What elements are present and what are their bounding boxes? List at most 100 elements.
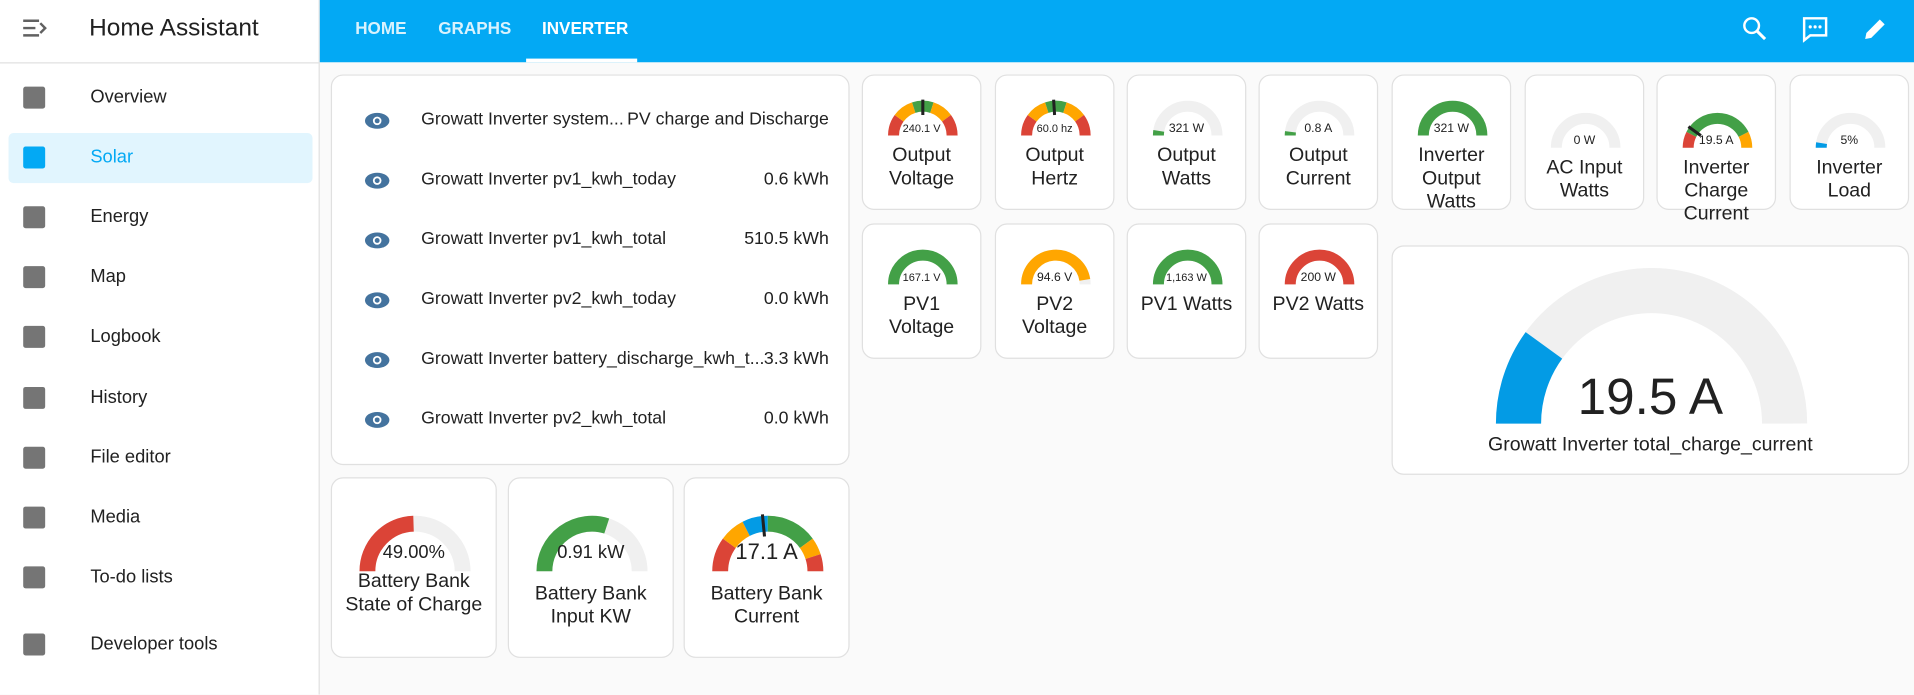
entity-name[interactable]: Growatt Inverter battery_discharge_kwh_t… xyxy=(421,349,765,369)
entity-name[interactable]: Growatt Inverter system... xyxy=(421,109,624,130)
eye-icon xyxy=(364,111,391,137)
gauge-arc xyxy=(1495,267,1808,425)
gauge-card: 5% Inverter Load xyxy=(1789,74,1910,210)
nav-item[interactable]: Map xyxy=(90,266,126,287)
gauge-value: 1,163 W xyxy=(1166,270,1207,284)
gauge-name[interactable]: Output Voltage xyxy=(889,145,955,190)
nav-icon xyxy=(23,266,46,289)
battery-card: 17.1 A Battery Bank Current xyxy=(683,477,850,658)
gauge-arc xyxy=(1550,112,1621,149)
gauge-name[interactable]: PV2 Voltage xyxy=(1022,294,1088,339)
gauge-name[interactable]: PV2 Watts xyxy=(1272,294,1365,315)
eye-icon xyxy=(364,171,391,197)
gauge-card: 167.1 V PV1 Voltage xyxy=(861,223,982,359)
nav-item[interactable]: Developer tools xyxy=(90,633,218,655)
entity-state: 3.3 kWh xyxy=(763,349,829,369)
entity-name[interactable]: Growatt Inverter pv1_kwh_total xyxy=(421,229,667,250)
sidebar: Home Assistant Overview Solar Energy Map Log… xyxy=(0,0,320,695)
eye-icon xyxy=(364,350,391,376)
gauge-name[interactable]: AC Input Watts xyxy=(1546,157,1623,202)
gauge-card: 60.0 hz Output Hertz xyxy=(994,74,1115,210)
gauge-card: 240.1 V Output Voltage xyxy=(861,74,982,210)
entity-state: 0.6 kWh xyxy=(763,169,829,190)
toolbar: HOME GRAPHS INVERTER xyxy=(319,0,1914,63)
nav-item[interactable]: History xyxy=(90,386,148,408)
nav-icon xyxy=(23,206,46,229)
nav-item[interactable]: Logbook xyxy=(90,325,161,347)
gauge-name[interactable]: Battery Bank State of Charge xyxy=(345,571,483,616)
gauge-value: 17.1 A xyxy=(735,539,798,564)
gauge-arc xyxy=(888,249,958,285)
menu-button[interactable] xyxy=(22,17,49,39)
gauge-name[interactable]: Battery Bank Input KW xyxy=(534,583,647,628)
gauge-name[interactable]: Inverter Output Watts xyxy=(1418,145,1485,213)
gauge-value: 94.6 V xyxy=(1036,270,1073,285)
big-gauge-card: 19.5 A Growatt Inverter total_charge_curr… xyxy=(1391,245,1910,475)
tab-indicator xyxy=(526,58,638,63)
nav-item[interactable]: To-do lists xyxy=(90,566,173,588)
eye-icon xyxy=(364,291,391,317)
gauge-name[interactable]: PV1 Voltage xyxy=(889,294,955,339)
gauge-value: 0.8 A xyxy=(1304,122,1333,136)
assist-button[interactable] xyxy=(1802,16,1829,43)
nav-item[interactable]: Energy xyxy=(90,206,149,228)
gauge-name[interactable]: Battery Bank Current xyxy=(710,583,823,628)
eye-icon xyxy=(364,410,391,436)
nav-icon xyxy=(23,566,46,589)
gauge-arc xyxy=(712,514,824,572)
gauge-value: 0.91 kW xyxy=(557,541,625,563)
gauge-name[interactable]: Output Watts xyxy=(1157,145,1216,190)
gauge-value: 240.1 V xyxy=(902,122,941,135)
gauge-name[interactable]: Growatt Inverter total_charge_current xyxy=(1488,434,1813,456)
gauge-name[interactable]: Inverter Charge Current xyxy=(1683,157,1750,225)
gauge-name[interactable]: Output Hertz xyxy=(1025,145,1084,190)
battery-card: 0.91 kW Battery Bank Input KW xyxy=(507,477,674,658)
battery-card: 49.00% Battery Bank State of Charge xyxy=(330,477,497,658)
gauge-arc xyxy=(536,515,648,572)
divider xyxy=(0,62,319,64)
nav-icon xyxy=(23,633,46,656)
gauge-value: 167.1 V xyxy=(902,270,941,284)
gauge-arc xyxy=(1682,112,1753,149)
gauge-card: 321 W Inverter Output Watts xyxy=(1391,74,1512,212)
gauge-arc xyxy=(888,99,958,136)
entity-state: 510.5 kWh xyxy=(744,229,829,250)
nav-item[interactable]: Overview xyxy=(90,86,167,108)
gauge-arc xyxy=(1284,100,1355,136)
gauge-name[interactable]: Output Current xyxy=(1285,145,1351,190)
search-button[interactable] xyxy=(1742,16,1769,43)
entity-name[interactable]: Growatt Inverter pv1_kwh_today xyxy=(421,169,676,190)
nav-item[interactable]: Solar xyxy=(90,146,134,168)
gauge-card: 19.5 A Inverter Charge Current xyxy=(1656,74,1777,225)
gauge-arc xyxy=(359,515,471,572)
gauge-value: 200 W xyxy=(1300,270,1336,285)
entity-name[interactable]: Growatt Inverter pv2_kwh_total xyxy=(421,408,667,429)
gauge-card: 321 W Output Watts xyxy=(1126,74,1247,210)
gauge-value: 321 W xyxy=(1168,122,1205,136)
gauge-arc xyxy=(1152,100,1223,136)
gauge-card: 200 W PV2 Watts xyxy=(1258,223,1379,359)
gauge-name[interactable]: Inverter Load xyxy=(1816,157,1883,202)
entity-name[interactable]: Growatt Inverter pv2_kwh_today xyxy=(421,289,676,309)
tab[interactable]: HOME xyxy=(355,18,407,38)
entity-state: 0.0 kWh xyxy=(763,408,829,429)
nav-icon xyxy=(23,446,46,469)
gauge-card: 0 W AC Input Watts xyxy=(1524,74,1645,210)
nav-icon xyxy=(23,386,46,409)
gauge-name[interactable]: PV1 Watts xyxy=(1140,294,1233,315)
tab[interactable]: GRAPHS xyxy=(438,18,512,38)
gauge-arc xyxy=(1152,249,1223,285)
nav-icon xyxy=(23,86,46,109)
nav-item[interactable]: Media xyxy=(90,506,141,528)
gauge-card: 0.8 A Output Current xyxy=(1258,74,1379,210)
nav-item[interactable]: File editor xyxy=(90,446,171,468)
gauge-value: 60.0 hz xyxy=(1036,122,1073,135)
gauge-card: 94.6 V PV2 Voltage xyxy=(994,223,1115,359)
entity-state: PV charge and Discharge xyxy=(627,109,829,130)
selected-highlight xyxy=(8,133,313,184)
tab[interactable]: INVERTER xyxy=(541,18,629,38)
gauge-arc xyxy=(1021,99,1091,136)
edit-button[interactable] xyxy=(1862,16,1889,43)
